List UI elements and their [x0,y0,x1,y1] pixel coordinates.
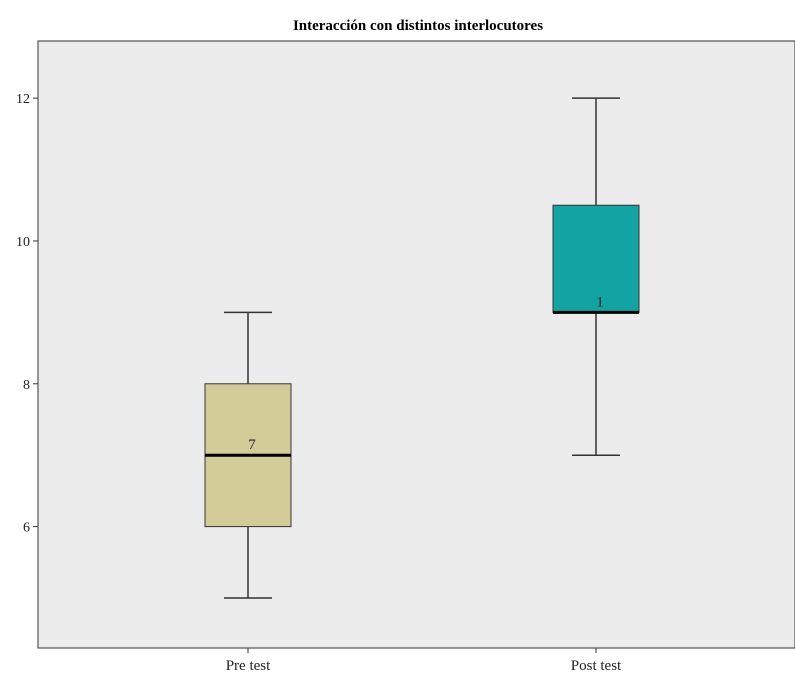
boxes: 71 [204,97,640,599]
x-axis-labels: Pre test Post test [226,648,622,674]
box-post-test: 1 [552,97,640,456]
y-tick-label: 8 [23,378,30,393]
y-axis-ticks: 6 8 10 12 [16,92,38,536]
median-label: 7 [248,437,256,453]
chart-title: Interacción con distintos interlocutores [293,18,543,34]
y-tick-label: 6 [23,521,30,536]
x-tick-label: Post test [571,658,622,674]
median-label: 1 [596,294,604,310]
y-tick-label: 12 [16,92,30,107]
y-tick-label: 10 [16,235,30,250]
plot-area [37,40,795,649]
interquartile-box [552,204,640,313]
x-tick-label: Pre test [226,658,271,674]
box-pre-test: 7 [204,311,292,599]
